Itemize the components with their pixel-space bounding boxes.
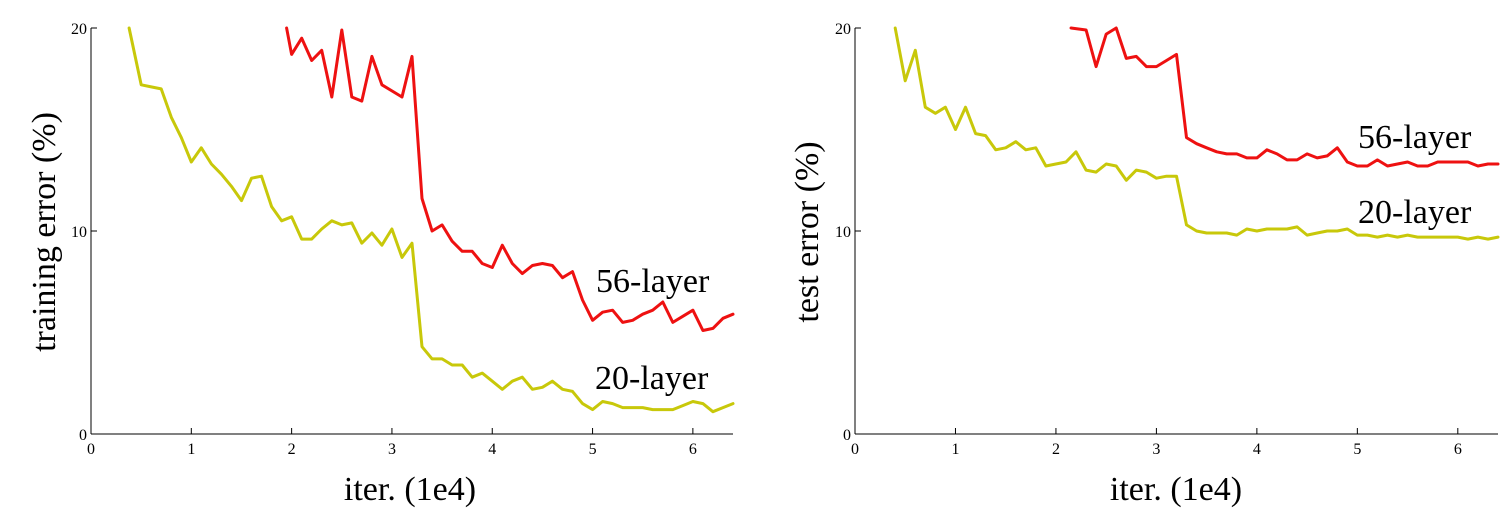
- test-error-series-20-layer: [893, 26, 1500, 241]
- training-error-x-tick-label: 5: [589, 441, 597, 458]
- test-error-x-tick-label: 5: [1353, 441, 1361, 458]
- training-error-x-axis-label: iter. (1e4): [344, 471, 476, 508]
- test-error-axes: 0 1 2 3 4 5 6 0 10 20: [835, 21, 1498, 458]
- test-error-series-lines: [893, 26, 1500, 241]
- training-error-y-tick-label: 0: [79, 427, 87, 444]
- test-error-x-tick-label: 1: [951, 441, 959, 458]
- training-error-chart: 0 1 2 3 4 5 6 0 10 20 iter. (1e4) training error …: [26, 21, 735, 508]
- test-error-y-tick-label: 10: [835, 224, 851, 241]
- test-error-y-tick-label: 20: [835, 21, 851, 38]
- training-error-x-tick-label: 4: [488, 441, 496, 458]
- training-error-x-tick-label: 6: [689, 441, 697, 458]
- test-error-x-tick-label: 3: [1152, 441, 1160, 458]
- training-error-y-tick-label: 20: [71, 21, 87, 38]
- test-error-56-layer-label: 56-layer: [1358, 119, 1472, 156]
- test-error-x-tick-label: 4: [1253, 441, 1261, 458]
- training-error-series-20-layer: [127, 26, 735, 414]
- training-error-20-layer-label: 20-layer: [595, 360, 709, 397]
- training-error-x-tick-label: 1: [187, 441, 195, 458]
- training-error-series-56-layer: [285, 26, 735, 332]
- test-error-x-tick-label: 2: [1052, 441, 1060, 458]
- test-error-x-axis-label: iter. (1e4): [1110, 471, 1242, 508]
- test-error-y-axis-label: test error (%): [789, 141, 826, 322]
- test-error-y-tick-label: 0: [843, 427, 851, 444]
- test-error-x-tick-label: 6: [1454, 441, 1462, 458]
- training-error-axes: 0 1 2 3 4 5 6 0 10 20: [71, 21, 733, 458]
- training-error-labels: iter. (1e4) training error (%) 56-layer …: [26, 112, 710, 508]
- training-error-y-axis-label: training error (%): [26, 112, 63, 352]
- training-error-x-tick-label: 3: [388, 441, 396, 458]
- training-error-y-tick-label: 10: [71, 224, 87, 241]
- test-error-series-56-layer: [1069, 26, 1500, 168]
- training-error-series-lines: [127, 26, 735, 414]
- test-error-chart: 0 1 2 3 4 5 6 0 10 20 iter. (1e4) test error (%) …: [789, 21, 1500, 508]
- training-error-56-layer-label: 56-layer: [596, 263, 710, 300]
- test-error-labels: iter. (1e4) test error (%) 56-layer 20-l…: [789, 119, 1472, 508]
- test-error-20-layer-label: 20-layer: [1358, 194, 1472, 231]
- test-error-x-tick-label: 0: [851, 441, 859, 458]
- training-error-x-tick-label: 0: [87, 441, 95, 458]
- training-error-x-tick-label: 2: [288, 441, 296, 458]
